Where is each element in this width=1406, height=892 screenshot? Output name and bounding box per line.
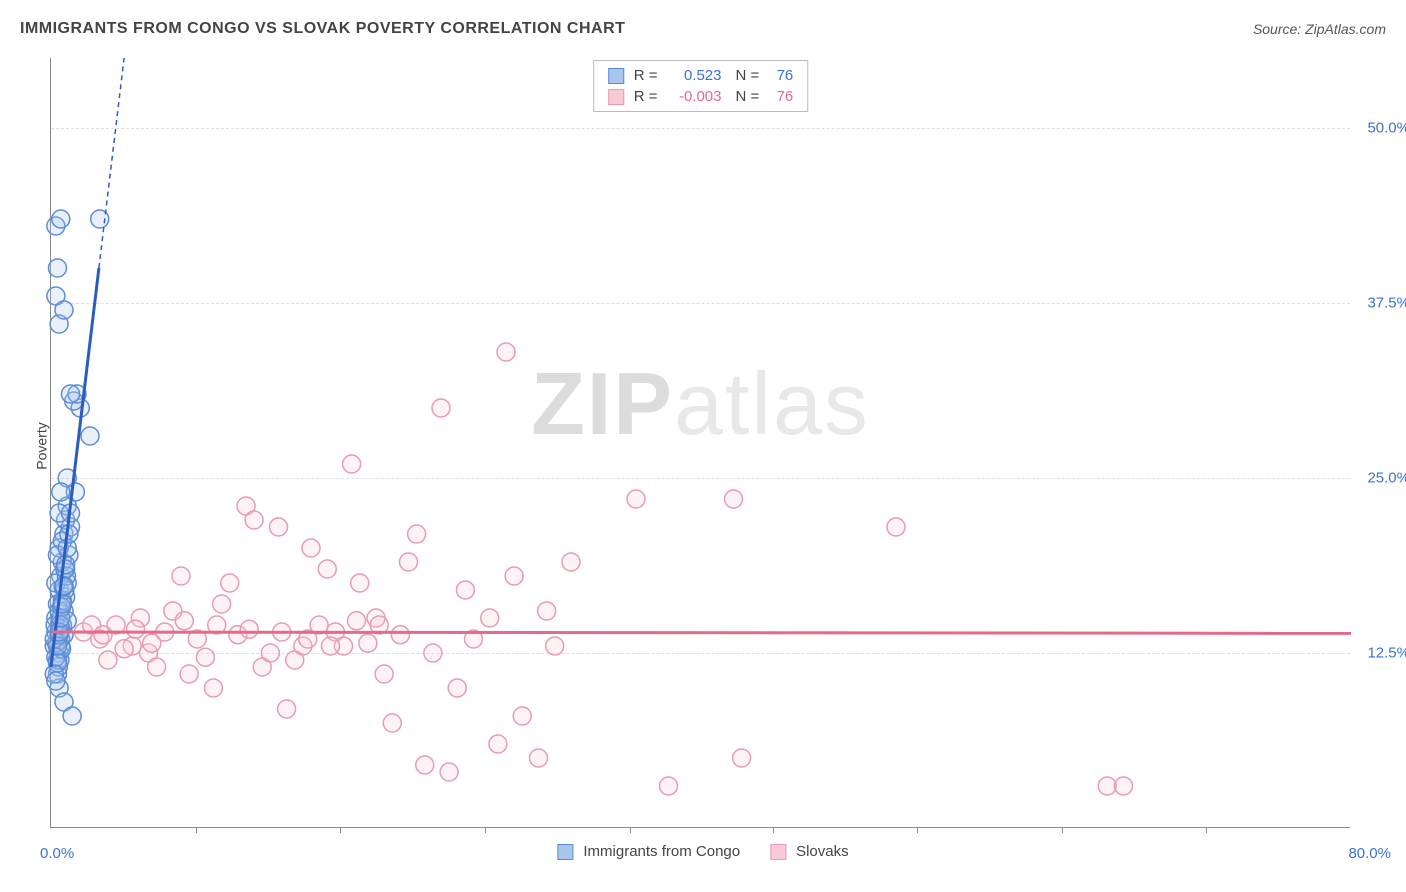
data-point xyxy=(63,707,81,725)
data-point xyxy=(213,595,231,613)
legend-label-slovak: Slovaks xyxy=(796,843,849,860)
data-point xyxy=(408,525,426,543)
data-point xyxy=(94,626,112,644)
data-point xyxy=(55,577,73,595)
swatch-congo-icon xyxy=(557,844,573,860)
data-point xyxy=(47,672,65,690)
data-point xyxy=(448,679,466,697)
series-legend: Immigrants from Congo Slovaks xyxy=(557,843,848,860)
data-point xyxy=(57,556,75,574)
data-point xyxy=(538,602,556,620)
legend-row-slovak: R = -0.003 N = 76 xyxy=(594,86,808,107)
data-point xyxy=(245,511,263,529)
data-point xyxy=(627,490,645,508)
data-point xyxy=(115,640,133,658)
data-point xyxy=(322,637,340,655)
data-point xyxy=(278,700,296,718)
data-point xyxy=(416,756,434,774)
trend-line xyxy=(51,632,1351,633)
data-point xyxy=(391,626,409,644)
data-point xyxy=(343,455,361,473)
data-point xyxy=(196,648,214,666)
data-point xyxy=(359,634,377,652)
scatter-plot-svg xyxy=(51,58,1350,827)
legend-item-slovak: Slovaks xyxy=(770,843,849,860)
data-point xyxy=(55,301,73,319)
data-point xyxy=(205,679,223,697)
data-point xyxy=(148,658,166,676)
data-point xyxy=(562,553,580,571)
y-tick-label: 50.0% xyxy=(1355,120,1406,137)
data-point xyxy=(351,574,369,592)
data-point xyxy=(175,612,193,630)
swatch-slovak-icon xyxy=(770,844,786,860)
data-point xyxy=(53,595,71,613)
data-point xyxy=(546,637,564,655)
data-point xyxy=(440,763,458,781)
legend-item-congo: Immigrants from Congo xyxy=(557,843,740,860)
data-point xyxy=(302,539,320,557)
data-point xyxy=(270,518,288,536)
data-point xyxy=(456,581,474,599)
data-point xyxy=(143,634,161,652)
r-value-slovak: -0.003 xyxy=(664,88,722,105)
data-point xyxy=(733,749,751,767)
data-point xyxy=(481,609,499,627)
x-axis-min-label: 0.0% xyxy=(40,845,74,862)
source-label: Source: ZipAtlas.com xyxy=(1253,21,1386,37)
correlation-legend: R = 0.523 N = 76 R = -0.003 N = 76 xyxy=(593,60,809,112)
data-point xyxy=(660,777,678,795)
data-point xyxy=(1115,777,1133,795)
data-point xyxy=(530,749,548,767)
data-point xyxy=(240,620,258,638)
data-point xyxy=(221,574,239,592)
data-point xyxy=(49,259,67,277)
data-point xyxy=(52,483,70,501)
data-point xyxy=(432,399,450,417)
data-point xyxy=(375,665,393,683)
legend-row-congo: R = 0.523 N = 76 xyxy=(594,65,808,86)
data-point xyxy=(318,560,336,578)
data-point xyxy=(424,644,442,662)
data-point xyxy=(348,612,366,630)
data-point xyxy=(172,567,190,585)
legend-label-congo: Immigrants from Congo xyxy=(583,843,740,860)
chart-title: IMMIGRANTS FROM CONGO VS SLOVAK POVERTY … xyxy=(20,20,625,38)
data-point xyxy=(513,707,531,725)
data-point xyxy=(383,714,401,732)
y-tick-label: 25.0% xyxy=(1355,470,1406,487)
r-value-congo: 0.523 xyxy=(664,67,722,84)
y-tick-label: 12.5% xyxy=(1355,645,1406,662)
data-point xyxy=(180,665,198,683)
data-point xyxy=(52,210,70,228)
data-point xyxy=(1098,777,1116,795)
y-tick-label: 37.5% xyxy=(1355,295,1406,312)
data-point xyxy=(62,385,80,403)
n-value-slovak: 76 xyxy=(765,88,793,105)
data-point xyxy=(489,735,507,753)
data-point xyxy=(725,490,743,508)
n-value-congo: 76 xyxy=(765,67,793,84)
data-point xyxy=(127,620,145,638)
chart-plot-area: ZIPatlas R = 0.523 N = 76 R = -0.003 N =… xyxy=(50,58,1350,828)
x-axis-max-label: 80.0% xyxy=(1348,845,1391,862)
data-point xyxy=(505,567,523,585)
data-point xyxy=(497,343,515,361)
swatch-congo xyxy=(608,68,624,84)
data-point xyxy=(887,518,905,536)
data-point xyxy=(400,553,418,571)
data-point xyxy=(81,427,99,445)
data-point xyxy=(99,651,117,669)
y-axis-label: Poverty xyxy=(34,422,50,469)
data-point xyxy=(261,644,279,662)
swatch-slovak xyxy=(608,89,624,105)
